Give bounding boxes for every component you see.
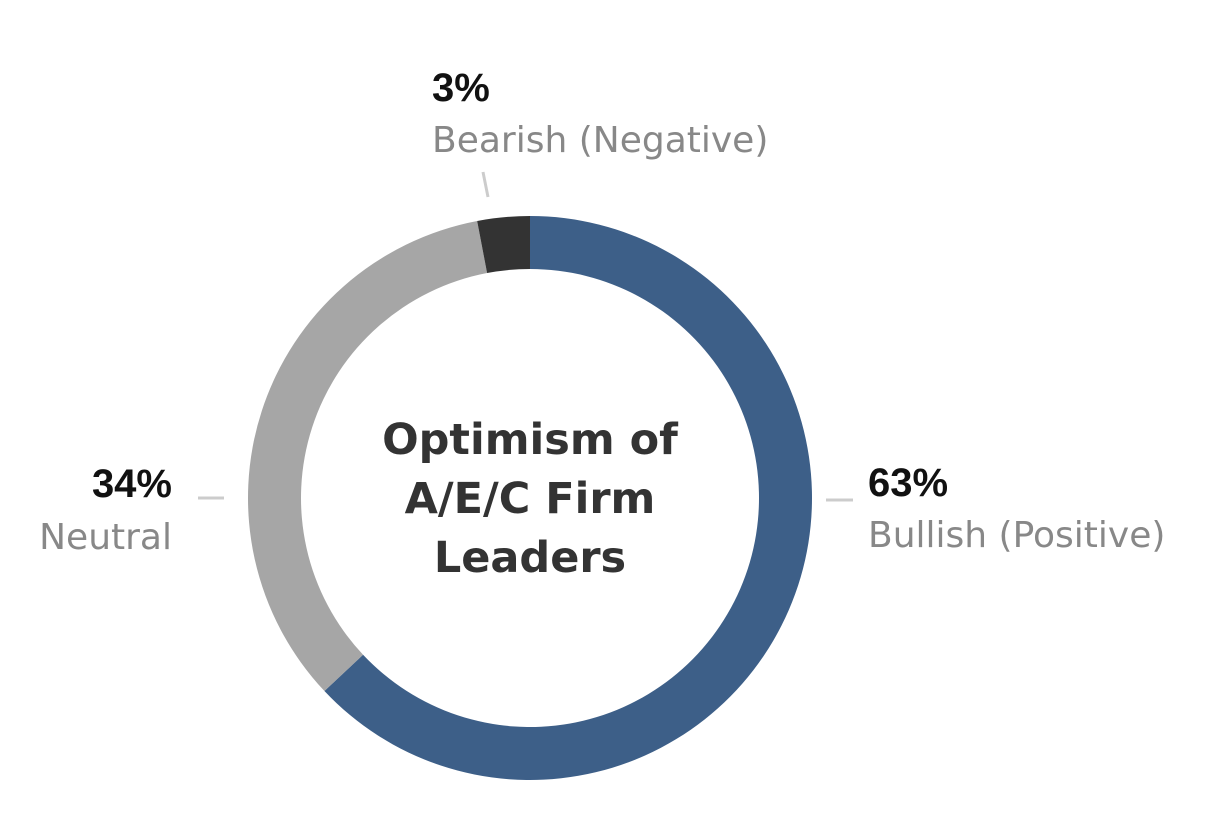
data-label-neutral-category: Neutral <box>39 517 172 558</box>
center-title-line-3: Leaders <box>434 533 626 583</box>
data-label-bullish-value: 63% <box>868 461 948 505</box>
donut-slice-bullish <box>324 216 812 780</box>
leader-line-bearish <box>481 171 490 198</box>
data-label-bullish-category: Bullish (Positive) <box>868 515 1165 556</box>
center-title-line-1: Optimism of <box>382 415 679 465</box>
donut-slice-bearish <box>477 216 530 274</box>
data-label-bearish-value: 3% <box>432 66 490 110</box>
center-title-line-2: A/E/C Firm <box>405 474 656 524</box>
donut-slices <box>247 216 812 780</box>
donut-slice-neutral <box>247 220 488 692</box>
data-label-bearish-category: Bearish (Negative) <box>432 120 768 161</box>
data-label-neutral-value: 34% <box>92 462 172 506</box>
